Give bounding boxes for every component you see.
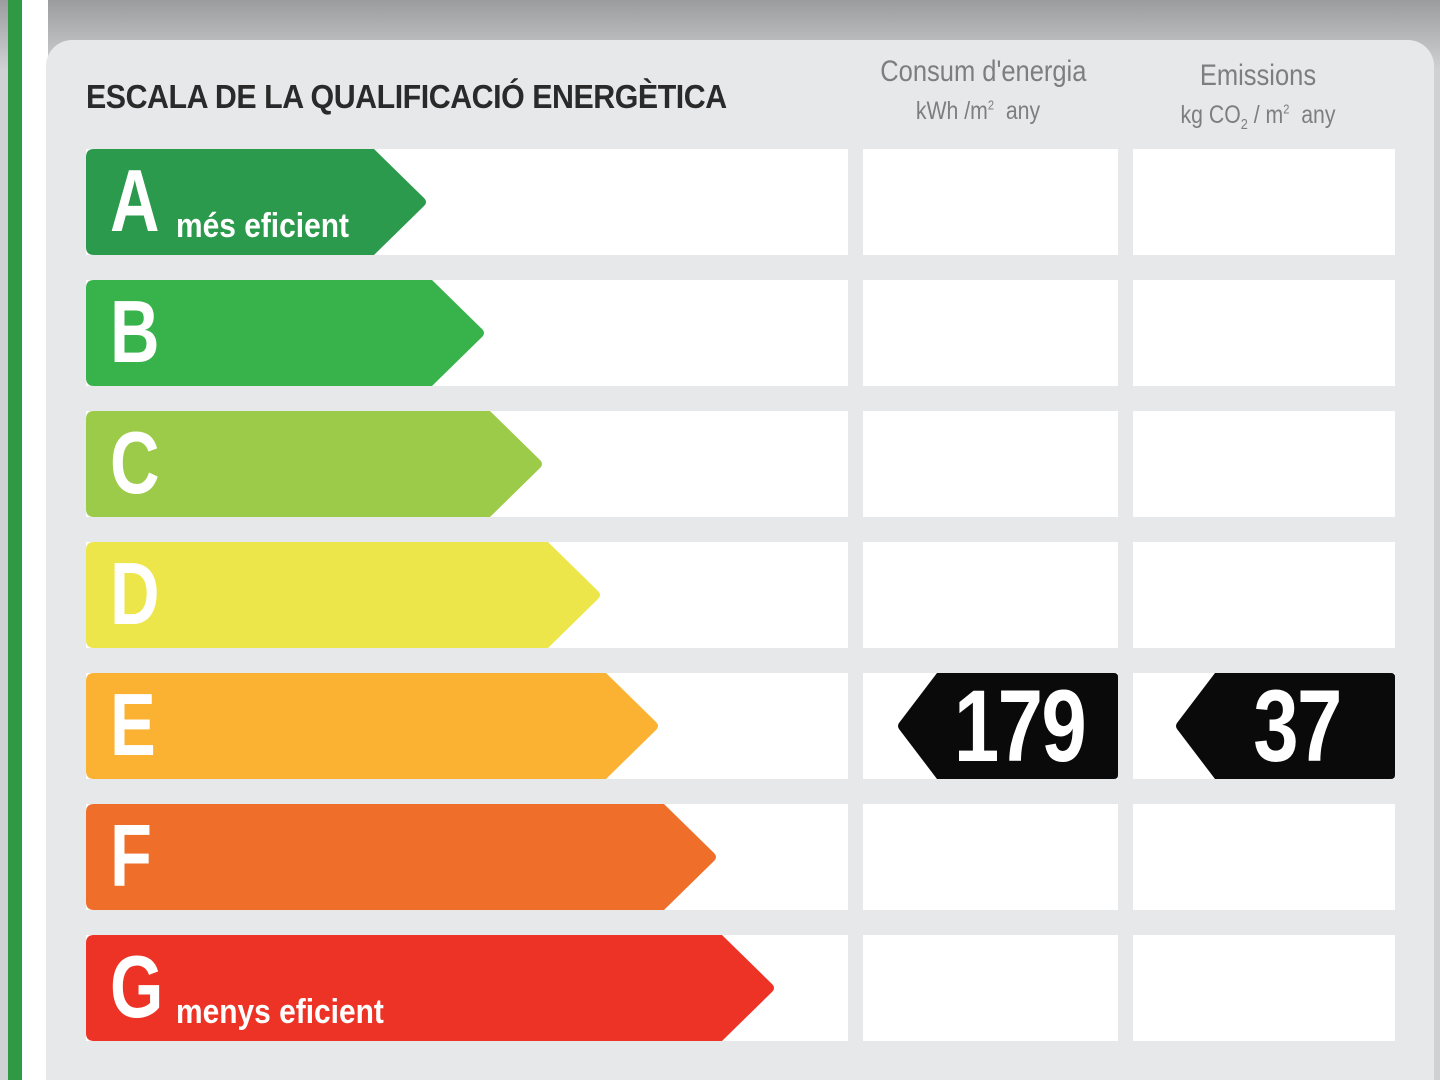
emissions-cell — [1133, 149, 1395, 255]
consumption-title: Consum d'energia — [880, 55, 1087, 88]
emissions-cell — [1133, 411, 1395, 517]
rating-row-b: B — [0, 280, 1440, 386]
class-letter: E — [110, 675, 156, 774]
arrow-shape — [86, 411, 542, 517]
arrow-shape — [86, 935, 774, 1041]
consumption-header: Consum d'energia kWh /m2 any — [863, 54, 1093, 126]
value-tag-shape — [1176, 673, 1395, 779]
consumption-cell — [863, 280, 1118, 386]
class-caption: més eficient — [176, 207, 349, 245]
emissions-unit: kg CO2 / m2 any — [1180, 101, 1336, 133]
emissions-header: Emissions kg CO2 / m2 any — [1148, 58, 1368, 134]
emissions-cell — [1133, 542, 1395, 648]
label-title: ESCALA DE LA QUALIFICACIÓ ENERGÈTICA — [86, 78, 727, 115]
value-number: 179 — [953, 669, 1087, 783]
consumption-unit: kWh /m2 any — [915, 97, 1041, 125]
consumption-value-tag: 179 — [897, 673, 1118, 779]
side-gap — [22, 0, 48, 1080]
consumption-cell — [863, 542, 1118, 648]
emissions-cell — [1133, 280, 1395, 386]
rating-row-e: E 179 37 — [0, 673, 1440, 779]
emissions-cell — [1133, 804, 1395, 910]
class-arrow-b: B — [86, 280, 486, 386]
class-arrow-f: F — [86, 804, 718, 910]
value-number: 37 — [1253, 669, 1342, 783]
arrow-shape — [86, 542, 600, 648]
class-letter: B — [110, 282, 160, 381]
emissions-cell — [1133, 935, 1395, 1041]
rating-row-d: D — [0, 542, 1440, 648]
arrow-shape — [86, 673, 658, 779]
class-letter: C — [110, 413, 160, 512]
consumption-cell — [863, 804, 1118, 910]
emissions-value-tag: 37 — [1175, 673, 1395, 779]
class-arrow-c: C — [86, 411, 544, 517]
arrow-shape — [86, 149, 426, 255]
class-caption: menys eficient — [176, 993, 384, 1031]
class-arrow-d: D — [86, 542, 602, 648]
consumption-cell — [863, 935, 1118, 1041]
emissions-title: Emissions — [1199, 59, 1317, 92]
class-arrow-e: E — [86, 673, 660, 779]
value-tag-shape — [898, 673, 1118, 779]
class-letter: D — [110, 544, 160, 643]
consumption-cell — [863, 411, 1118, 517]
arrow-shape — [86, 804, 716, 910]
rating-row-c: C — [0, 411, 1440, 517]
arrow-shape — [86, 280, 484, 386]
class-letter: G — [110, 937, 164, 1036]
consumption-cell — [863, 149, 1118, 255]
class-letter: A — [110, 151, 160, 250]
rating-row-f: F — [0, 804, 1440, 910]
class-letter: F — [110, 806, 152, 905]
green-side-stripe — [8, 0, 22, 1080]
